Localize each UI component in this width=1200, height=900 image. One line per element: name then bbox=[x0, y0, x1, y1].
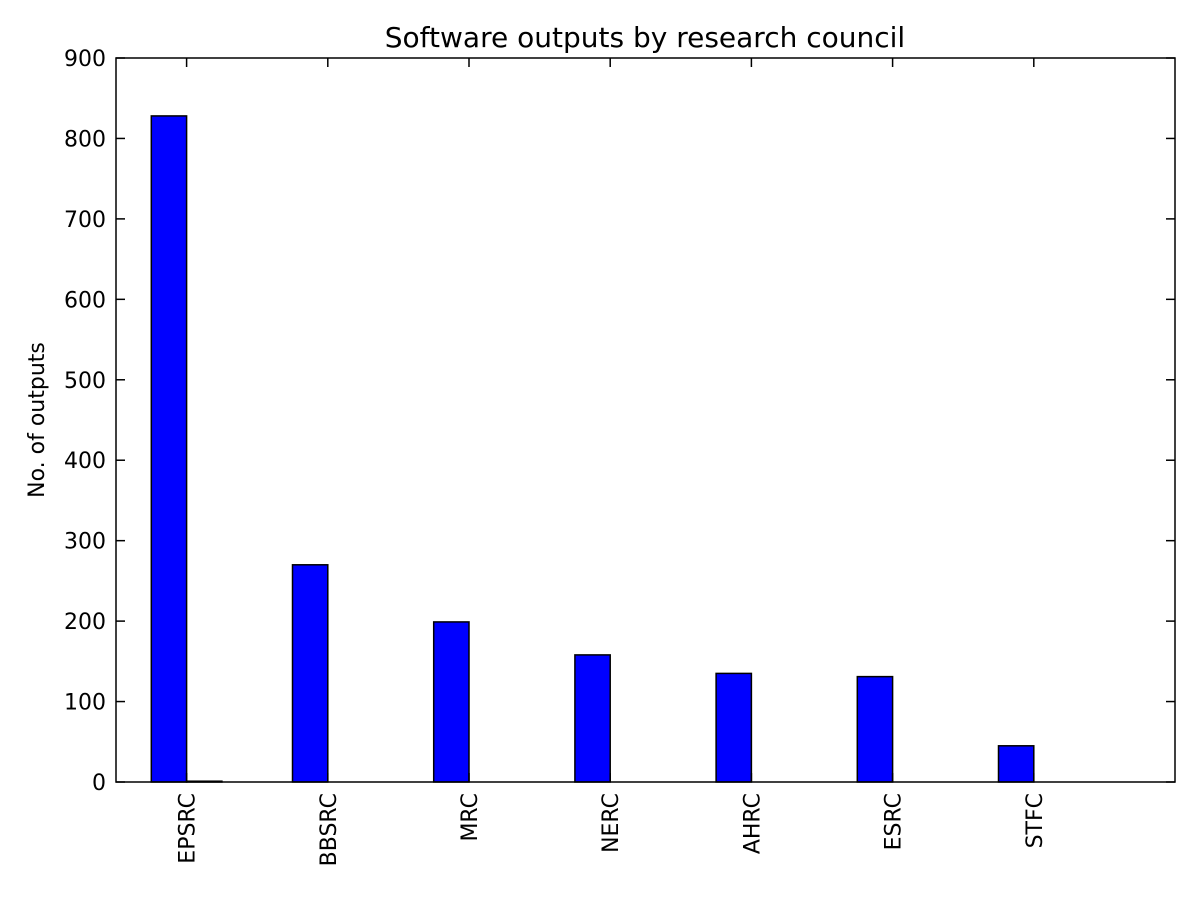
y-tick-label: 300 bbox=[64, 530, 106, 555]
bar-ahrc-series-1 bbox=[715, 672, 753, 783]
bars-layer bbox=[150, 115, 1035, 783]
y-tick-label: 800 bbox=[64, 127, 106, 152]
x-tick-label-ahrc: AHRC bbox=[740, 793, 765, 854]
bar-bbsrc-series-1 bbox=[291, 564, 329, 783]
y-tick-label: 0 bbox=[92, 771, 106, 796]
bar-stfc-series-1 bbox=[997, 745, 1035, 783]
y-tick-label: 200 bbox=[64, 610, 106, 635]
y-tick-label: 100 bbox=[64, 691, 106, 716]
x-tick-label-nerc: NERC bbox=[599, 793, 624, 853]
x-tick-label-stfc: STFC bbox=[1023, 793, 1048, 848]
y-tick-label: 500 bbox=[64, 369, 106, 394]
y-axis-label: No. of outputs bbox=[25, 342, 50, 498]
y-tick-label: 700 bbox=[64, 208, 106, 233]
x-tick-label-esrc: ESRC bbox=[882, 793, 907, 850]
bar-nerc-series-1 bbox=[574, 654, 611, 783]
bar-mrc-series-1 bbox=[432, 621, 470, 783]
y-tick-label: 600 bbox=[64, 288, 106, 313]
x-tick-label-mrc: MRC bbox=[458, 793, 483, 842]
bar-epsrc-series-1 bbox=[150, 115, 188, 783]
x-tick-label-epsrc: EPSRC bbox=[176, 793, 201, 864]
plot-frame bbox=[115, 57, 1176, 783]
ticks-layer: 0 100 200 300 400 500 600 700 800 900 EPSRC BBSRC MR… bbox=[64, 47, 1175, 866]
chart-title: Software outputs by research council bbox=[385, 21, 905, 54]
y-tick-label: 400 bbox=[64, 449, 106, 474]
x-tick-label-bbsrc: BBSRC bbox=[317, 793, 342, 866]
y-tick-label: 900 bbox=[64, 47, 106, 72]
bar-esrc-series-1 bbox=[856, 675, 894, 783]
